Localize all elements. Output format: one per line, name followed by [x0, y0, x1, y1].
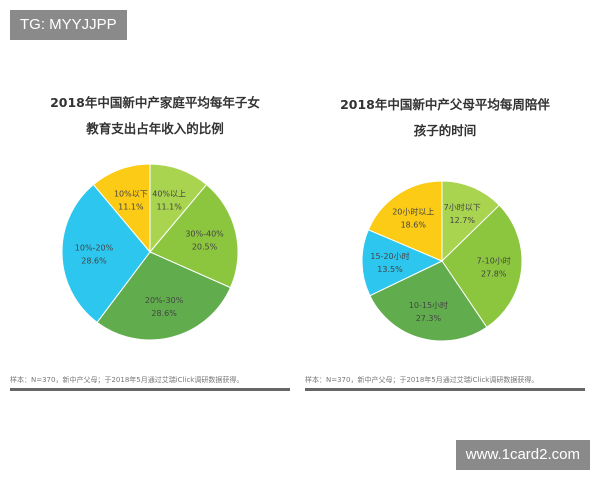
- slice-value-label: 11.1%: [118, 202, 144, 211]
- slice-value-label: 11.1%: [156, 202, 182, 211]
- slice-category-label: 15-20小时: [370, 251, 409, 261]
- slice-value-label: 27.3%: [416, 314, 442, 323]
- watermark-bottom: www.1card2.com: [455, 440, 590, 470]
- slice-category-label: 7-10小时: [477, 255, 511, 265]
- slice-category-label: 7小时以下: [444, 202, 481, 212]
- slice-value-label: 13.5%: [377, 265, 403, 274]
- pie-slice: [361, 229, 444, 297]
- chart-title-line: 孩子的时间: [413, 123, 477, 138]
- chart-title-line: 2018年中国新中产家庭平均每年子女: [50, 95, 260, 110]
- pie-slice: [367, 180, 443, 262]
- slice-category-label: 40%以上: [152, 189, 186, 198]
- pie-slice: [61, 183, 151, 324]
- slice-category-label: 10-15小时: [409, 300, 448, 310]
- sample-note-right: 样本：N=370，新中产父母；于2018年5月通过艾瑞iClick调研数据获得。: [305, 376, 539, 384]
- pie-chart-education-spending: 40%以上 11.1% 30%-40% 20.5% 20%-30% 28.6% 10%-20…: [61, 163, 239, 341]
- slice-category-label: 10%以下: [114, 189, 148, 198]
- slice-value-label: 28.6%: [151, 309, 177, 318]
- watermark-top: TG: MYYJJPP: [10, 10, 127, 40]
- pie-slice: [96, 251, 232, 341]
- chart-title-education-spending: 2018年中国新中产家庭平均每年子女 教育支出占年收入的比例: [30, 90, 280, 142]
- slice-category-label: 20小时以上: [392, 207, 434, 217]
- pie-slice: [92, 163, 151, 254]
- pie-slice: [441, 180, 501, 263]
- pie-chart-weekly-companionship: 7小时以下 12.7% 7-10小时 27.8% 10-15小时 27.3% 15-20小时…: [361, 180, 523, 342]
- pie-slice: [149, 183, 239, 289]
- chart-title-line: 2018年中国新中产父母平均每周陪伴: [340, 97, 550, 112]
- divider-right: [305, 388, 585, 391]
- pie-slice: [369, 260, 488, 342]
- pie-slice: [441, 204, 523, 328]
- slice-value-label: 28.6%: [81, 256, 107, 265]
- slice-category-label: 10%-20%: [75, 243, 114, 252]
- slice-category-label: 20%-30%: [145, 296, 184, 305]
- chart-title-weekly-companionship: 2018年中国新中产父母平均每周陪伴 孩子的时间: [320, 92, 570, 144]
- sample-note-left: 样本：N=370，新中产父母；于2018年5月通过艾瑞iClick调研数据获得。: [10, 376, 244, 384]
- slice-value-label: 12.7%: [450, 216, 476, 225]
- slice-value-label: 20.5%: [192, 242, 218, 251]
- slice-value-label: 18.6%: [401, 221, 427, 230]
- divider-left: [10, 388, 290, 391]
- slice-value-label: 27.8%: [481, 269, 507, 278]
- slice-category-label: 30%-40%: [185, 229, 224, 238]
- chart-title-line: 教育支出占年收入的比例: [86, 121, 224, 136]
